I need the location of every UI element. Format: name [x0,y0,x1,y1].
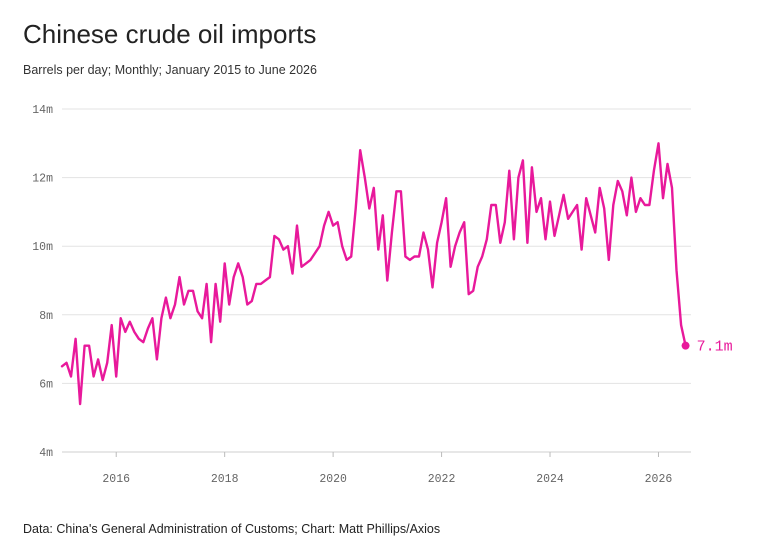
end-value-label: 7.1m [697,339,733,356]
x-tick-label: 2020 [319,473,347,486]
y-tick-label: 6m [39,378,53,391]
x-axis-ticks: 2016 2018 2020 2022 2024 2026 [102,452,672,486]
y-tick-label: 4m [39,447,53,460]
end-point [681,341,690,350]
y-tick-label: 8m [39,310,53,323]
series-line [60,142,687,406]
grid-lines [62,108,691,453]
y-tick-label: 12m [32,173,53,186]
chart-source: Data: China's General Administration of … [23,522,441,536]
chart-title: Chinese crude oil imports [23,19,317,49]
chart-subtitle: Barrels per day; Monthly; January 2015 t… [23,63,317,77]
line-chart: 4m 6m 8m 10m 12m 14m 2016 2018 2020 2022 2024 2026… [32,104,733,486]
x-tick-label: 2024 [536,473,564,486]
x-tick-label: 2018 [211,473,239,486]
series-layer: 7.1m [60,142,733,406]
y-tick-label: 14m [32,104,53,117]
x-tick-label: 2016 [102,473,130,486]
y-axis-ticks: 4m 6m 8m 10m 12m 14m [32,104,53,460]
x-tick-label: 2026 [645,473,673,486]
x-tick-label: 2022 [428,473,456,486]
y-tick-label: 10m [32,241,53,254]
